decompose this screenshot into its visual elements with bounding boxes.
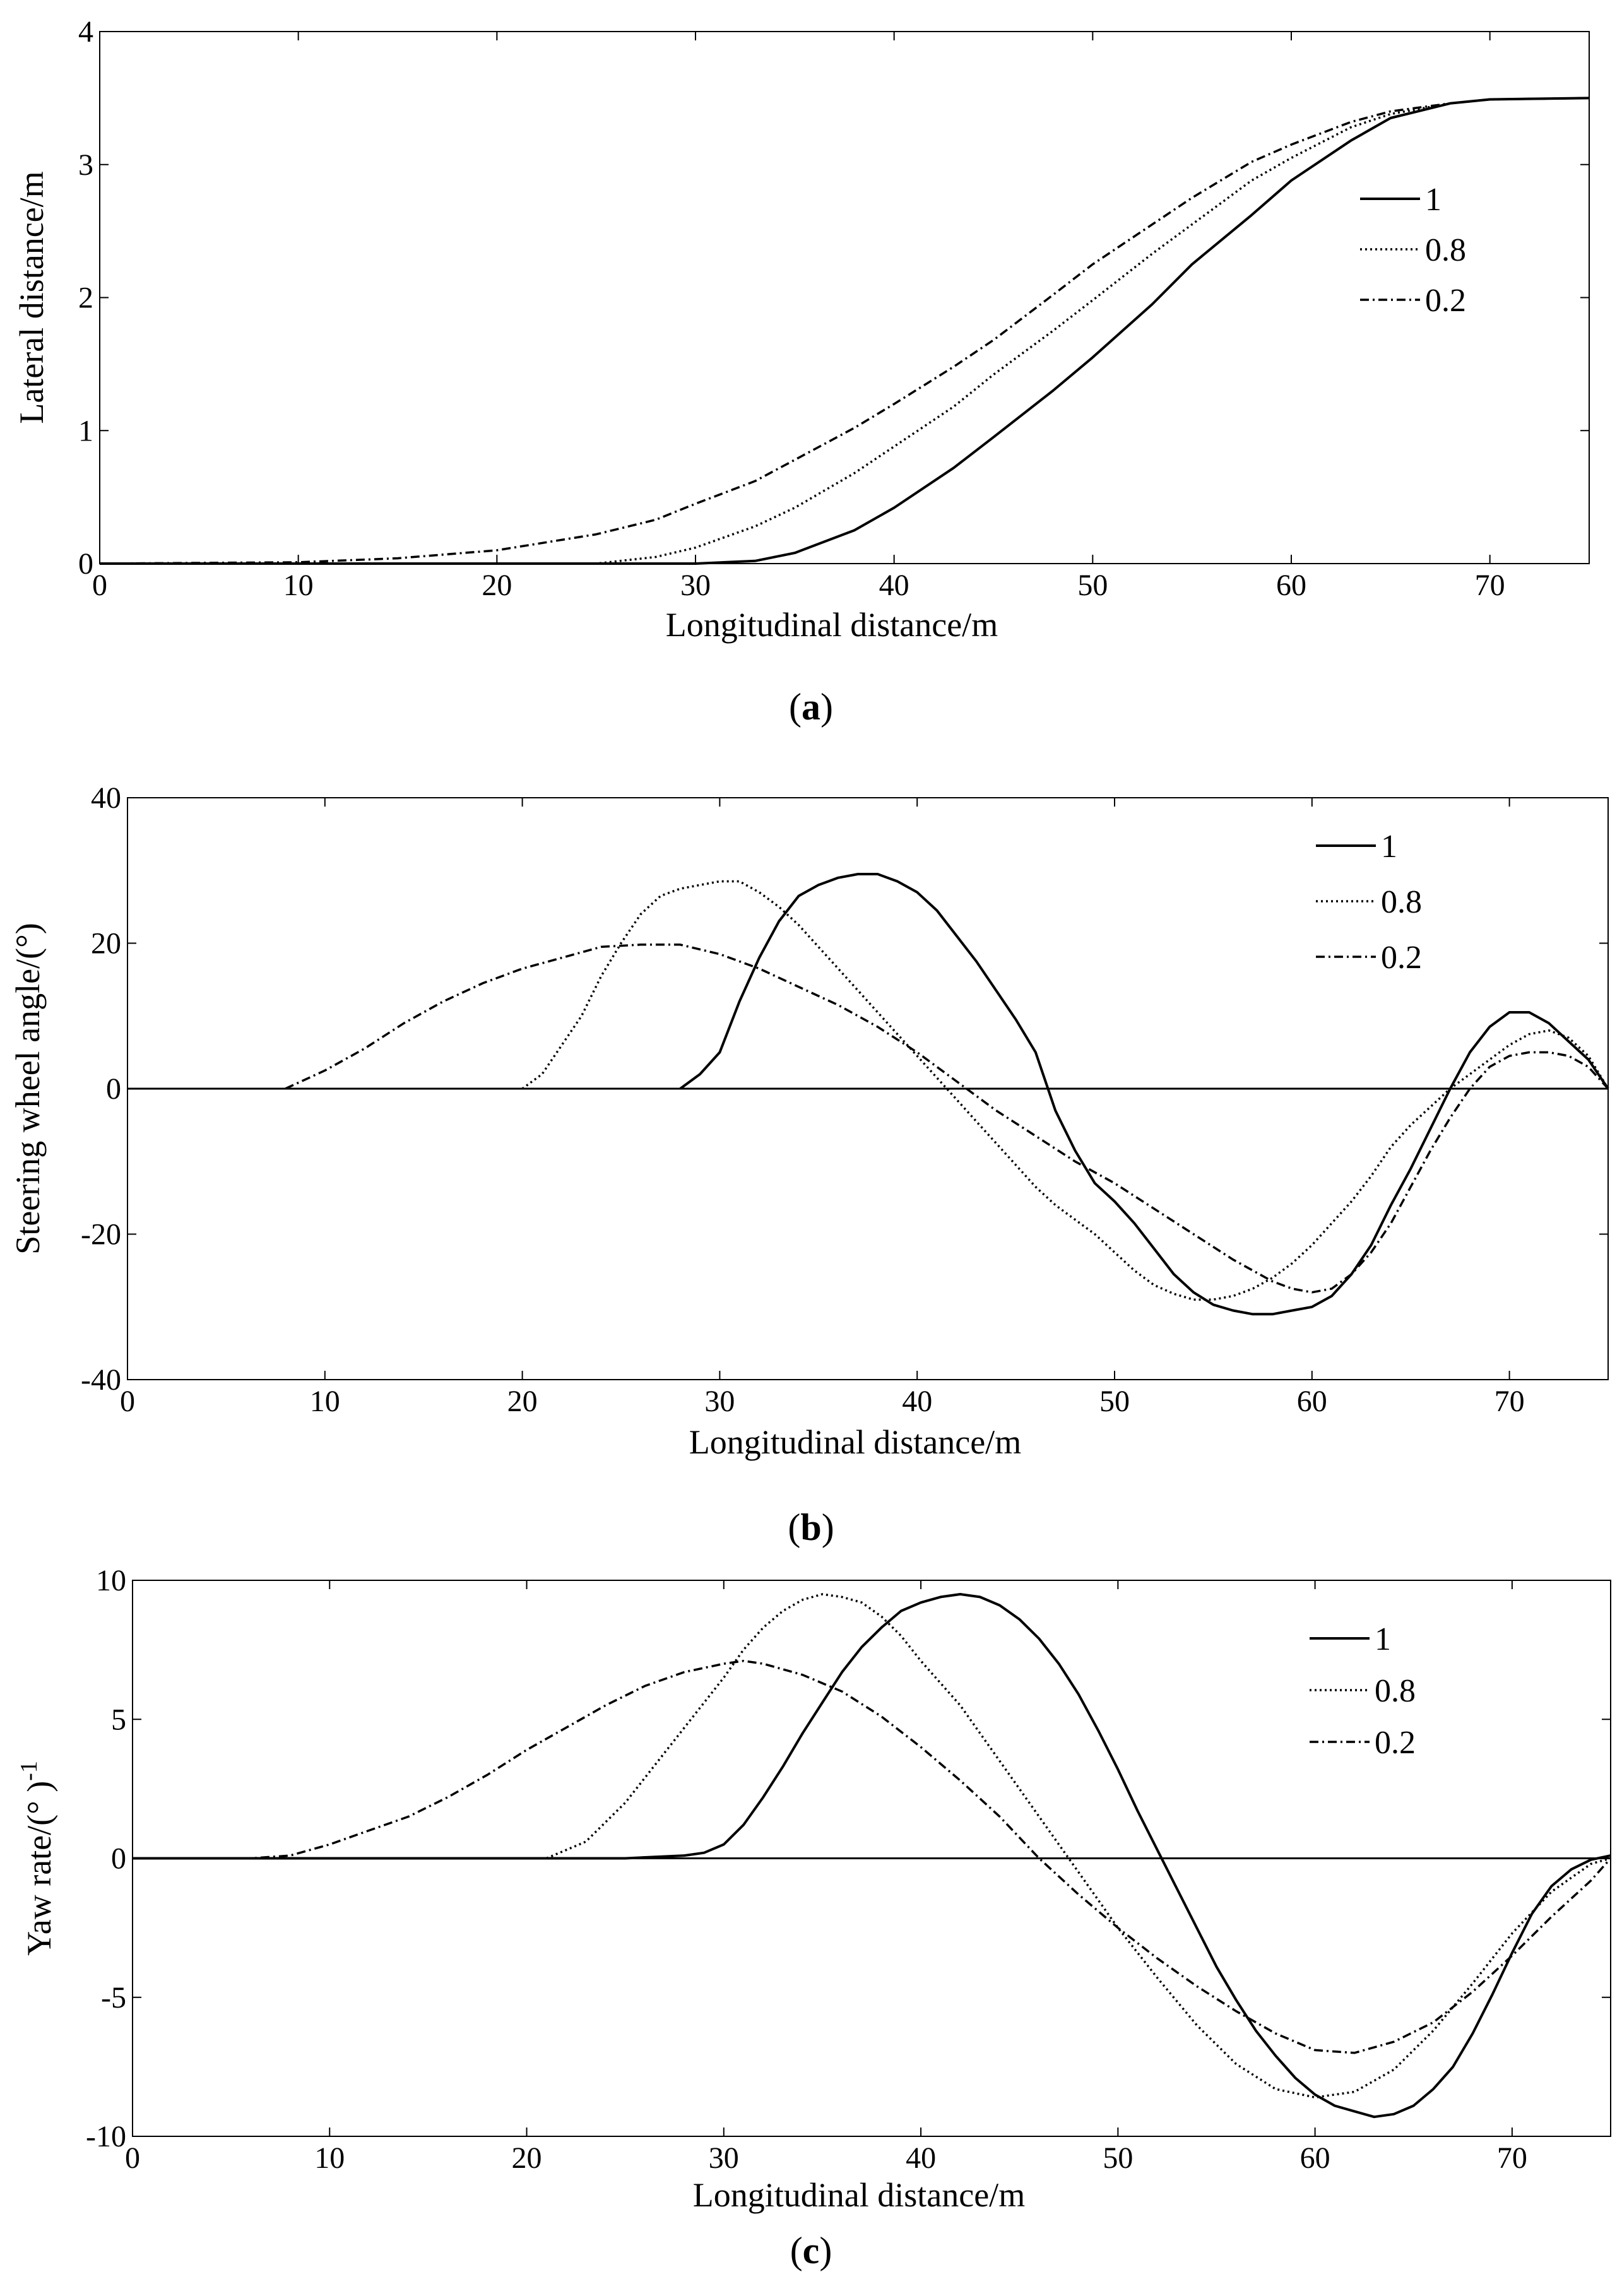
x-tick-label: 40 bbox=[906, 2141, 936, 2175]
panel-caption: (b) bbox=[788, 1506, 834, 1548]
legend-label: 0.2 bbox=[1375, 1725, 1416, 1761]
y-axis-title: Lateral distance/m bbox=[13, 171, 50, 423]
panel-caption-paren: ) bbox=[820, 686, 833, 728]
y-tick-label: 5 bbox=[111, 1703, 126, 1736]
x-tick-label: 40 bbox=[879, 569, 909, 602]
y-axis-title-superscript: -1 bbox=[16, 1761, 42, 1781]
legend: 1 0.8 0.2 bbox=[1360, 182, 1466, 319]
x-tick-label: 10 bbox=[283, 569, 314, 602]
series-line-0-8 bbox=[521, 880, 1609, 1301]
panel-caption: (c) bbox=[790, 2230, 832, 2271]
x-tick-label: 0 bbox=[92, 569, 107, 602]
y-axis-title: Yaw rate/(° )-1 bbox=[16, 1761, 58, 1956]
legend-label: 0.8 bbox=[1375, 1673, 1416, 1709]
x-tick-label: 70 bbox=[1497, 2141, 1527, 2175]
x-tick-label: 30 bbox=[680, 569, 711, 602]
legend-label: 1 bbox=[1425, 182, 1441, 218]
x-tick-label: 70 bbox=[1495, 1385, 1525, 1418]
series-line-1 bbox=[100, 97, 1590, 565]
x-tick-label: 50 bbox=[1099, 1385, 1130, 1418]
y-tick-label: -40 bbox=[81, 1363, 121, 1397]
x-tick-label: 30 bbox=[709, 2141, 739, 2175]
x-tick-label: 20 bbox=[512, 2141, 542, 2175]
legend: 1 0.8 0.2 bbox=[1310, 1621, 1416, 1761]
series-line-0-8 bbox=[133, 1593, 1611, 2099]
y-tick-label: 0 bbox=[78, 547, 93, 581]
series-line-0-2 bbox=[285, 944, 1609, 1294]
panel-caption-paren: ( bbox=[788, 1506, 800, 1548]
y-tick-label: 3 bbox=[78, 148, 93, 182]
x-tick-label: 50 bbox=[1103, 2141, 1133, 2175]
x-tick-label: 20 bbox=[507, 1385, 538, 1418]
y-axis-title: Steering wheel angle/(°) bbox=[9, 923, 47, 1254]
chart-panel-a: 0 10 20 30 40 50 60 70 0 1 2 3 4 1 0.8 0.2 Longitudinal … bbox=[13, 15, 1590, 728]
x-tick-label: 10 bbox=[310, 1385, 340, 1418]
panel-caption-letter: b bbox=[800, 1506, 821, 1548]
series-line-1 bbox=[679, 873, 1609, 1316]
panel-caption-paren: ) bbox=[819, 2230, 832, 2271]
series-line-0-2 bbox=[133, 1659, 1612, 2054]
panel-caption-letter: a bbox=[802, 686, 820, 728]
series-line-0-2 bbox=[99, 97, 1590, 565]
x-tick-label: 20 bbox=[482, 569, 512, 602]
series-line-1 bbox=[133, 1593, 1611, 2119]
x-tick-label: 70 bbox=[1475, 569, 1505, 602]
panel-caption-letter: c bbox=[803, 2230, 820, 2271]
chart-panel-b: 0 10 20 30 40 50 60 70 -40 -20 0 20 40 1 0.8 0.2 Longitu… bbox=[9, 781, 1609, 1548]
x-tick-label: 60 bbox=[1300, 2141, 1330, 2175]
x-axis-title: Longitudinal distance/m bbox=[689, 1423, 1021, 1461]
y-tick-label: 4 bbox=[78, 15, 93, 49]
y-tick-label: -20 bbox=[81, 1218, 121, 1252]
x-tick-label: 0 bbox=[120, 1385, 135, 1418]
legend-label: 0.8 bbox=[1425, 232, 1466, 268]
y-tick-label: 40 bbox=[91, 781, 121, 815]
y-tick-label: 10 bbox=[96, 1564, 126, 1597]
x-tick-label: 40 bbox=[902, 1385, 932, 1418]
x-axis-title: Longitudinal distance/m bbox=[693, 2176, 1025, 2214]
y-tick-label: 0 bbox=[111, 1842, 126, 1876]
legend-label: 1 bbox=[1381, 829, 1397, 865]
legend: 1 0.8 0.2 bbox=[1316, 829, 1422, 976]
x-tick-label: 10 bbox=[314, 2141, 345, 2175]
legend-label: 1 bbox=[1375, 1621, 1391, 1657]
legend-label: 0.2 bbox=[1425, 283, 1466, 319]
x-tick-label: 60 bbox=[1276, 569, 1306, 602]
y-tick-label: -10 bbox=[86, 2120, 126, 2153]
y-tick-label: 1 bbox=[78, 414, 93, 447]
legend-label: 0.2 bbox=[1381, 940, 1422, 976]
y-tick-label: 0 bbox=[106, 1072, 121, 1106]
panel-caption-paren: ) bbox=[822, 1506, 834, 1548]
x-axis-title: Longitudinal distance/m bbox=[666, 606, 998, 644]
panel-caption-paren: ( bbox=[790, 2230, 803, 2271]
x-tick-label: 30 bbox=[704, 1385, 735, 1418]
legend-label: 0.8 bbox=[1381, 884, 1422, 920]
chart-panel-c: 0 10 20 30 40 50 60 70 -10 -5 0 5 10 1 0.8 0.2 Longitudi… bbox=[16, 1564, 1612, 2271]
y-tick-label: 20 bbox=[91, 927, 121, 961]
x-tick-label: 60 bbox=[1297, 1385, 1327, 1418]
y-tick-label: 2 bbox=[78, 281, 93, 315]
y-tick-label: -5 bbox=[101, 1981, 126, 2015]
plot-frame bbox=[99, 31, 1590, 564]
series-line-0-8 bbox=[100, 97, 1590, 565]
x-tick-label: 50 bbox=[1077, 569, 1108, 602]
panel-caption: (a) bbox=[789, 686, 833, 728]
x-tick-label: 0 bbox=[125, 2141, 140, 2175]
panel-caption-paren: ( bbox=[789, 686, 802, 728]
